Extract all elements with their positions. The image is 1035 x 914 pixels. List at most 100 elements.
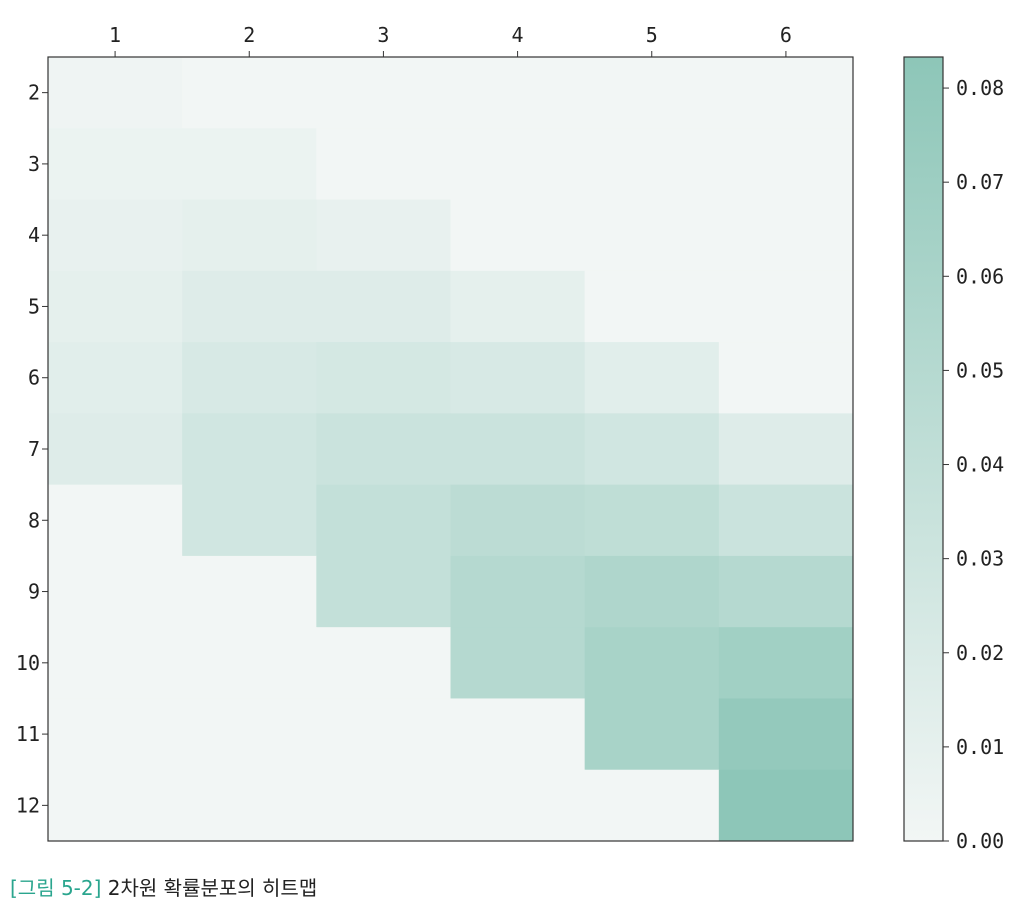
y-tick-label: 6 [28, 366, 40, 390]
y-tick-label: 4 [28, 223, 40, 247]
heatmap-cell [450, 128, 586, 201]
heatmap-cell [48, 342, 183, 414]
heatmap-cell [48, 769, 183, 842]
colorbar-tick-label: 0.05 [956, 358, 1004, 382]
heatmap-cell [316, 57, 451, 129]
heatmap-cell [316, 413, 451, 486]
heatmap-cell [316, 555, 451, 628]
heatmap-cells [48, 57, 854, 842]
heatmap-cell [48, 484, 183, 557]
heatmap-cell [48, 555, 183, 628]
heatmap-cell [48, 199, 183, 272]
heatmap-cell [718, 57, 854, 129]
heatmap-cell [48, 627, 183, 699]
heatmap-cell [316, 199, 451, 272]
heatmap-cell [182, 57, 317, 129]
x-tick-label: 5 [646, 23, 658, 47]
y-tick-label: 8 [28, 508, 40, 532]
heatmap-cell [718, 413, 854, 486]
heatmap-cell [450, 484, 586, 557]
y-tick-label: 5 [28, 294, 40, 318]
y-tick-label: 9 [28, 580, 40, 604]
heatmap-cell [584, 555, 720, 628]
heatmap-cell [48, 698, 183, 771]
heatmap-cell [450, 57, 586, 129]
colorbar-tick-label: 0.01 [956, 735, 1004, 759]
heatmap-cell [450, 342, 586, 414]
colorbar-ticks: 0.00 0.01 0.02 0.03 0.04 0.05 0.06 0.07 0.08 [943, 76, 1004, 853]
heatmap-cell [182, 555, 317, 628]
heatmap-cell [584, 627, 720, 699]
y-tick-label: 2 [28, 81, 40, 105]
x-tick-label: 6 [780, 23, 792, 47]
x-tick-label: 4 [512, 23, 524, 47]
figure-caption: [그림 5-2] 2차원 확률분포의 히트맵 [10, 872, 317, 901]
x-tick-label: 2 [243, 23, 255, 47]
heatmap-cell [450, 555, 586, 628]
y-tick-label: 12 [16, 793, 40, 817]
heatmap-cell [718, 128, 854, 201]
heatmap-cell [718, 555, 854, 628]
colorbar-tick-label: 0.07 [956, 170, 1004, 194]
heatmap-cell [584, 698, 720, 771]
heatmap-cell [584, 342, 720, 414]
heatmap-cell [718, 698, 854, 771]
heatmap-cell [450, 769, 586, 842]
x-axis: 1 2 3 4 5 6 [109, 23, 792, 57]
heatmap-cell [316, 769, 451, 842]
heatmap-cell [316, 342, 451, 414]
heatmap-cell [718, 627, 854, 699]
heatmap-cell [584, 199, 720, 272]
colorbar-tick-label: 0.03 [956, 547, 1004, 571]
y-axis: 2 3 4 5 6 7 8 9 10 11 12 [16, 81, 48, 817]
heatmap-cell [584, 57, 720, 129]
colorbar-tick-label: 0.00 [956, 829, 1004, 853]
heatmap-cell [450, 413, 586, 486]
heatmap-cell [450, 698, 586, 771]
heatmap-cell [182, 698, 317, 771]
heatmap-cell [182, 769, 317, 842]
heatmap-cell [316, 270, 451, 343]
heatmap-cell [450, 199, 586, 272]
figure-title: 2차원 확률분포의 히트맵 [107, 876, 318, 900]
heatmap-cell [182, 484, 317, 557]
y-tick-label: 3 [28, 152, 40, 176]
heatmap-cell [584, 413, 720, 486]
heatmap-cell [584, 270, 720, 343]
x-tick-label: 3 [377, 23, 389, 47]
heatmap-cell [182, 627, 317, 699]
heatmap-cell [316, 484, 451, 557]
heatmap-cell [316, 698, 451, 771]
heatmap-cell [48, 270, 183, 343]
heatmap-cell [584, 484, 720, 557]
colorbar: 0.00 0.01 0.02 0.03 0.04 0.05 0.06 0.07 0.08 [903, 56, 1004, 853]
heatmap-cell [718, 199, 854, 272]
heatmap-cell [718, 769, 854, 842]
figure-label: [그림 5-2] [10, 876, 102, 900]
y-tick-label: 10 [16, 651, 40, 675]
x-tick-label: 1 [109, 23, 121, 47]
heatmap-cell [316, 627, 451, 699]
colorbar-gradient [903, 56, 944, 842]
heatmap-cell [316, 128, 451, 201]
heatmap-cell [182, 128, 317, 201]
heatmap-cell [450, 270, 586, 343]
heatmap-cell [182, 199, 317, 272]
colorbar-tick-label: 0.08 [956, 76, 1004, 100]
heatmap-cell [718, 342, 854, 414]
heatmap-cell [584, 769, 720, 842]
y-tick-label: 11 [16, 722, 40, 746]
colorbar-tick-label: 0.06 [956, 264, 1004, 288]
heatmap-cell [718, 484, 854, 557]
heatmap-cell [182, 342, 317, 414]
heatmap-cell [48, 128, 183, 201]
heatmap-cell [182, 413, 317, 486]
y-tick-label: 7 [28, 437, 40, 461]
heatmap-cell [584, 128, 720, 201]
colorbar-tick-label: 0.04 [956, 453, 1004, 477]
heatmap-cell [718, 270, 854, 343]
heatmap-cell [48, 413, 183, 486]
colorbar-tick-label: 0.02 [956, 641, 1004, 665]
heatmap-cell [48, 57, 183, 129]
